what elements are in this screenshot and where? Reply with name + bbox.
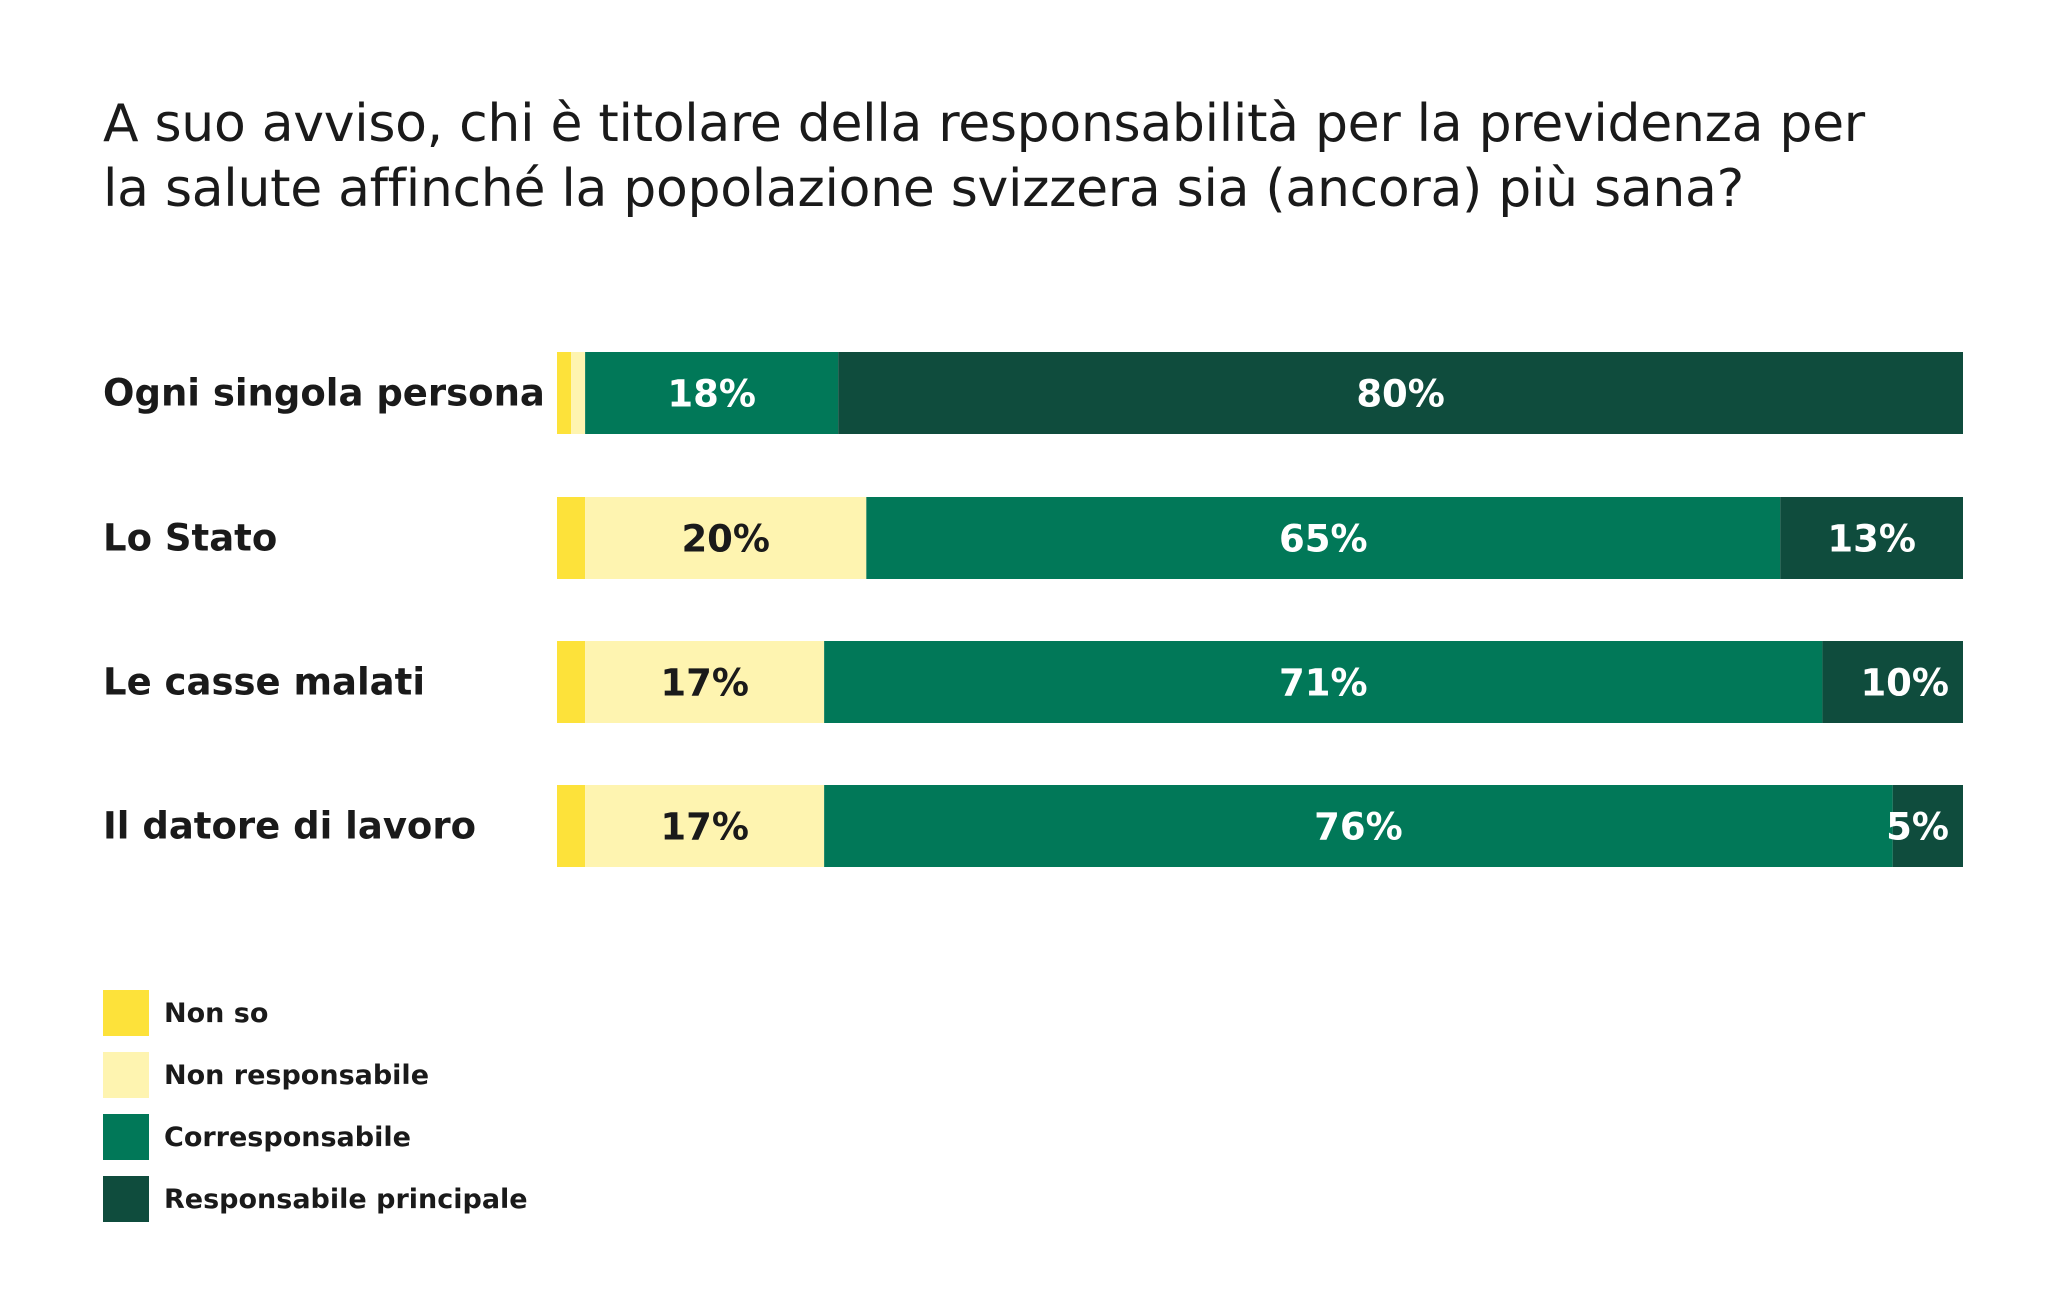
chart-legend: Non so Non responsabile Corresponsabile …	[103, 990, 528, 1238]
bar-segment-le-casse-malati-non-so	[557, 641, 586, 723]
bar-segment-ogni-singola-persona-non-so	[557, 352, 572, 434]
stacked-bar-chart: Ogni singola persona 18% 80% Lo Stato 20% 65%…	[103, 352, 1964, 867]
category-label-ogni-singola-persona: Ogni singola persona	[103, 372, 545, 415]
data-label-ogni-singola-persona-responsabile-principale: 80%	[1356, 373, 1445, 416]
data-label-le-casse-malati-responsabile-principale: 10%	[1860, 662, 1949, 705]
chart-title-line-2: la salute affinché la popolazione svizze…	[103, 159, 1744, 219]
data-label-le-casse-malati-non-responsabile: 17%	[660, 662, 749, 705]
legend-item-non-so: Non so	[103, 990, 528, 1036]
category-label-il-datore-di-lavoro: Il datore di lavoro	[103, 805, 476, 848]
legend-item-responsabile-principale: Responsabile principale	[103, 1176, 528, 1222]
category-label-lo-stato: Lo Stato	[103, 517, 277, 560]
legend-swatch-non-responsabile	[103, 1052, 149, 1098]
data-label-il-datore-di-lavoro-responsabile-principale: 5%	[1886, 806, 1949, 849]
legend-swatch-corresponsabile	[103, 1114, 149, 1160]
data-label-il-datore-di-lavoro-non-responsabile: 17%	[660, 806, 749, 849]
bar-segment-il-datore-di-lavoro-responsabile-principale	[1892, 785, 1963, 867]
legend-item-non-responsabile: Non responsabile	[103, 1052, 528, 1098]
legend-label-non-responsabile: Non responsabile	[164, 1059, 430, 1091]
bar-segment-le-casse-malati-non-responsabile	[585, 641, 825, 723]
data-label-lo-stato-non-responsabile: 20%	[681, 518, 770, 561]
legend-label-non-so: Non so	[164, 997, 269, 1029]
category-label-le-casse-malati: Le casse malati	[103, 661, 425, 704]
bar-segment-il-datore-di-lavoro-non-responsabile	[585, 785, 825, 867]
legend-swatch-non-so	[103, 990, 149, 1036]
bar-segment-il-datore-di-lavoro-corresponsabile	[824, 785, 1893, 867]
chart-title-line-1: A suo avviso, chi è titolare della respo…	[103, 94, 1865, 154]
bar-segment-lo-stato-non-so	[557, 497, 586, 579]
bar-segment-ogni-singola-persona-responsabile-principale	[838, 352, 1964, 434]
bar-segment-lo-stato-non-responsabile	[585, 497, 867, 579]
bar-segment-ogni-singola-persona-corresponsabile	[585, 352, 839, 434]
bar-segment-lo-stato-responsabile-principale	[1780, 497, 1963, 579]
legend-label-corresponsabile: Corresponsabile	[164, 1121, 411, 1153]
bar-segment-lo-stato-corresponsabile	[866, 497, 1781, 579]
legend-label-responsabile-principale: Responsabile principale	[164, 1183, 528, 1215]
data-label-il-datore-di-lavoro-corresponsabile: 76%	[1314, 806, 1403, 849]
chart-title: A suo avviso, chi è titolare della respo…	[103, 92, 1963, 222]
bar-segment-il-datore-di-lavoro-non-so	[557, 785, 586, 867]
bar-segment-le-casse-malati-corresponsabile	[824, 641, 1823, 723]
bar-segment-le-casse-malati-responsabile-principale	[1822, 641, 1963, 723]
legend-swatch-responsabile-principale	[103, 1176, 149, 1222]
data-label-lo-stato-corresponsabile: 65%	[1279, 518, 1368, 561]
bar-segment-ogni-singola-persona-non-responsabile	[571, 352, 586, 434]
data-label-le-casse-malati-corresponsabile: 71%	[1279, 662, 1368, 705]
data-label-lo-stato-responsabile-principale: 13%	[1827, 518, 1916, 561]
data-label-ogni-singola-persona-corresponsabile: 18%	[667, 373, 756, 416]
legend-item-corresponsabile: Corresponsabile	[103, 1114, 528, 1160]
